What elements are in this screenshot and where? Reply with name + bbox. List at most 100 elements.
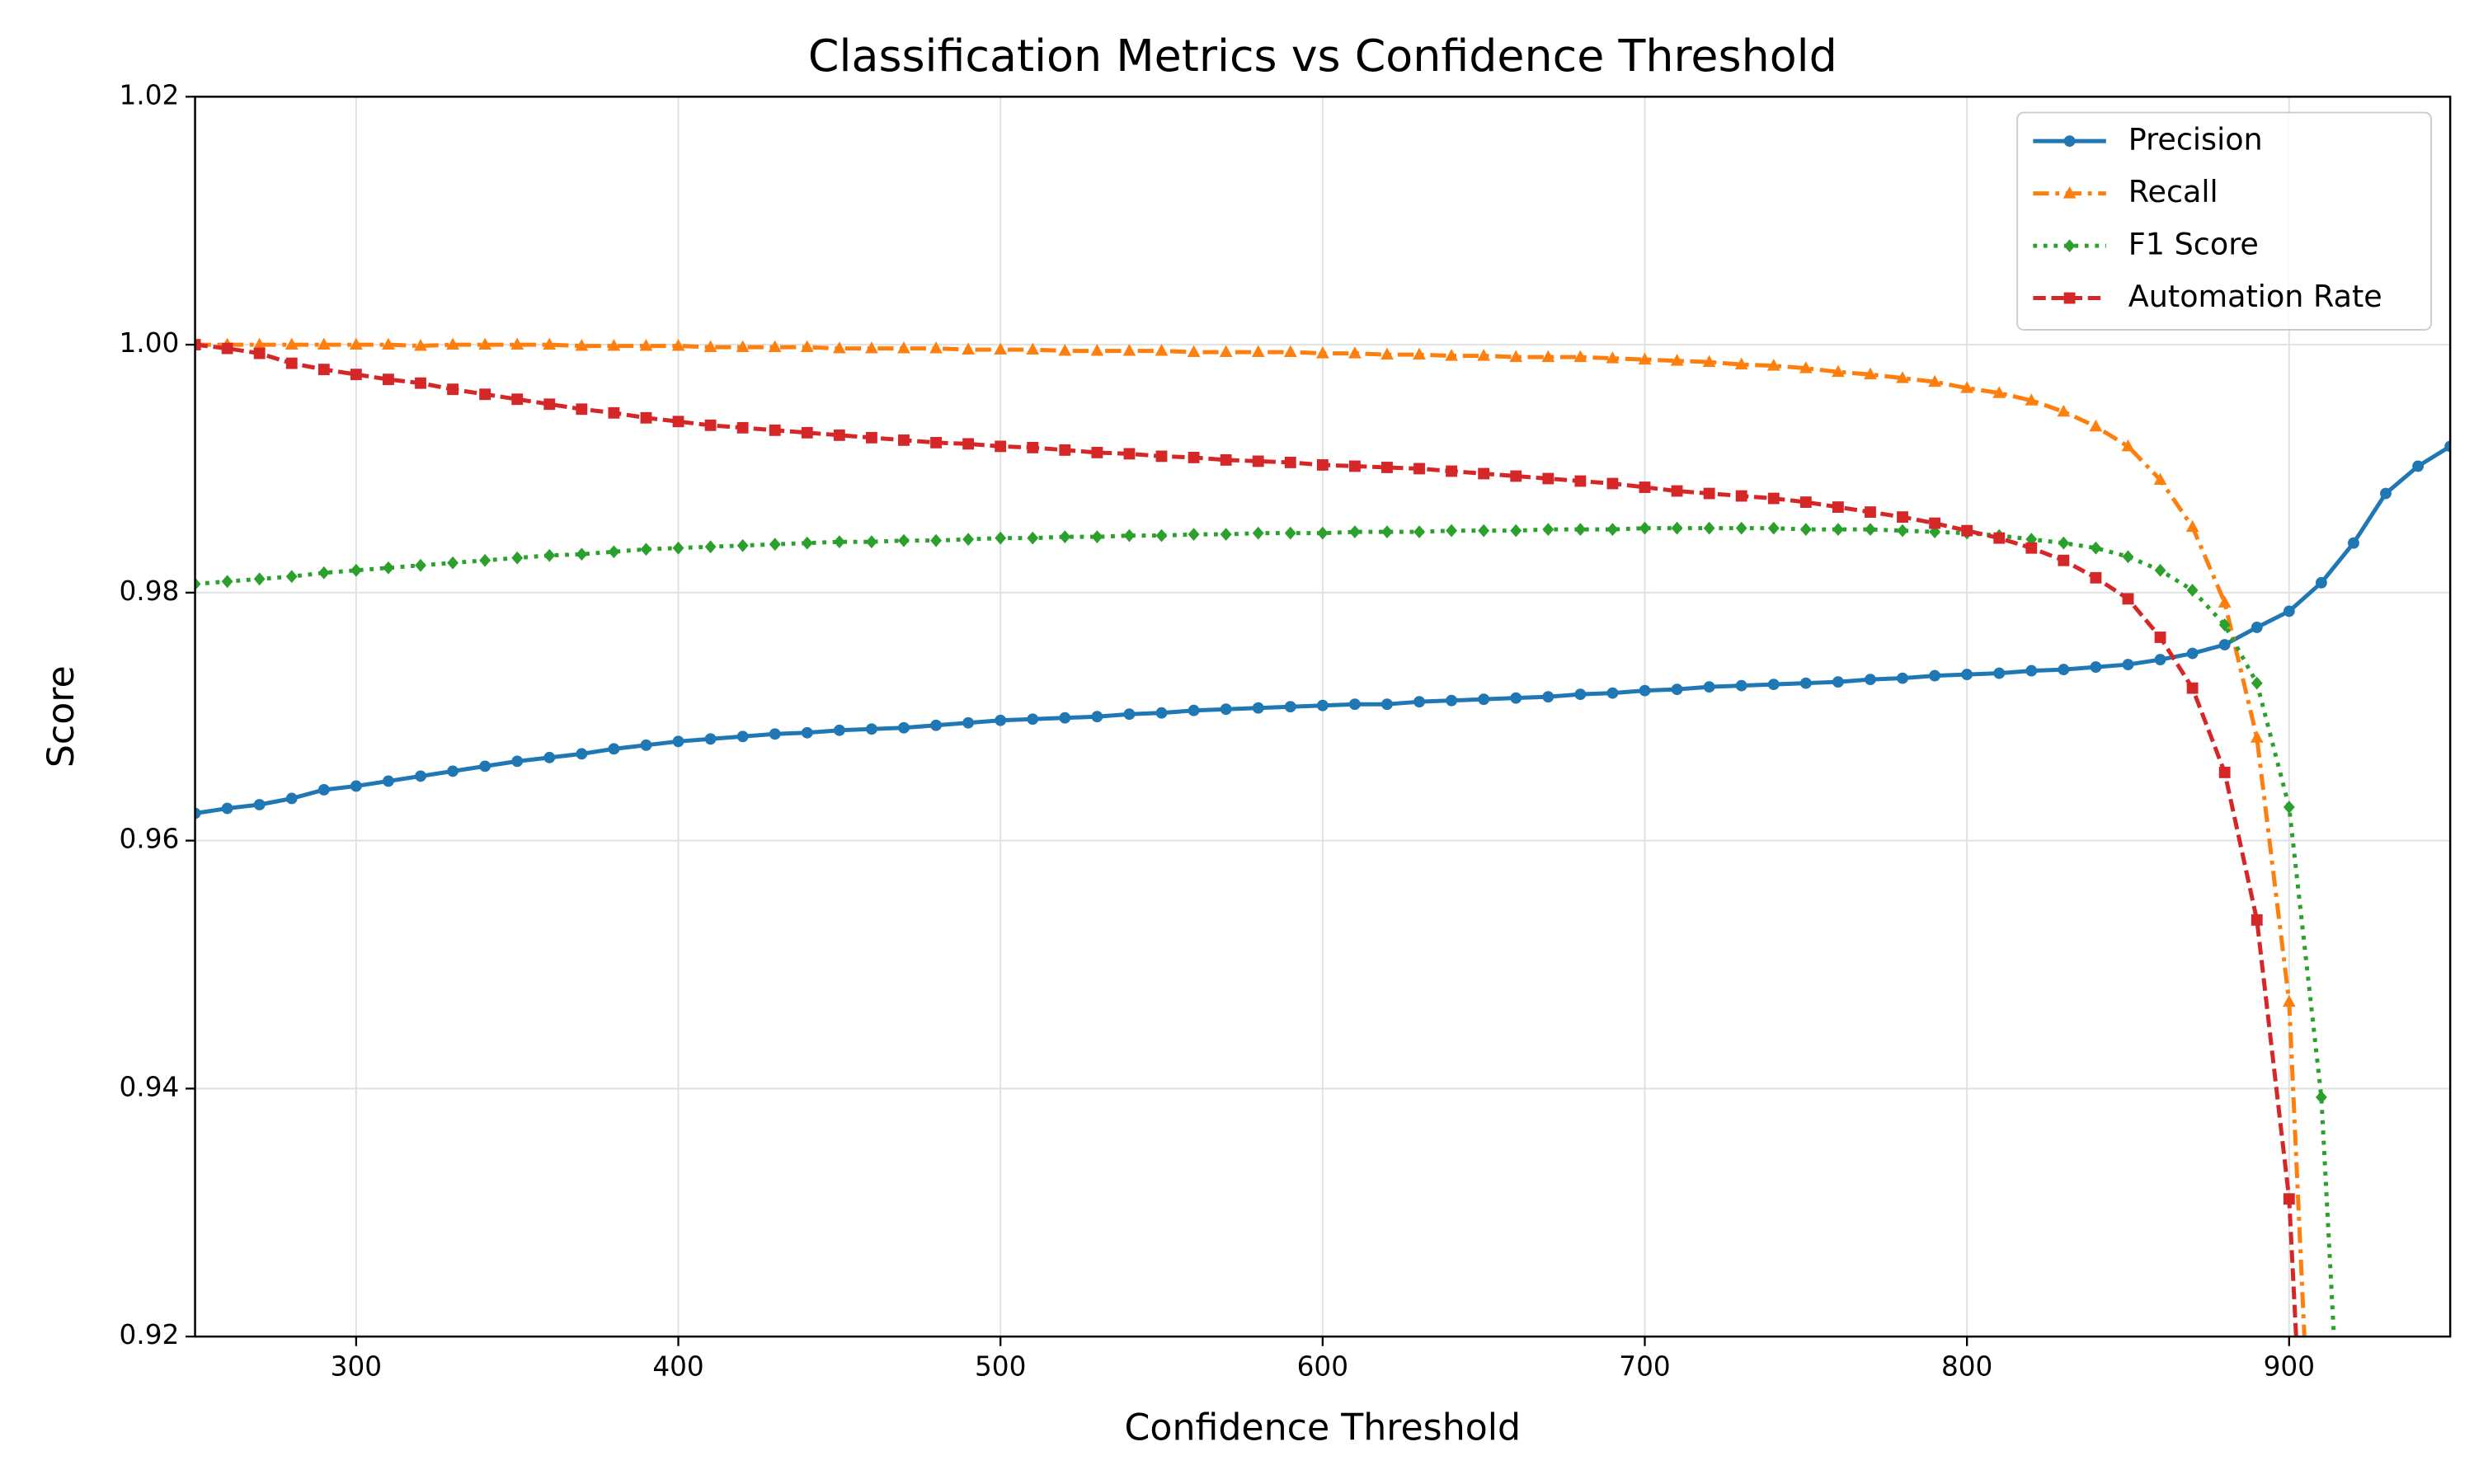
point	[1316, 459, 1329, 471]
point	[994, 342, 1008, 355]
point	[1381, 525, 1393, 539]
point	[1155, 344, 1169, 356]
point	[2282, 994, 2296, 1007]
point	[317, 337, 331, 350]
x-tick-label: 300	[331, 1351, 382, 1383]
point	[995, 714, 1007, 726]
point	[1348, 698, 1361, 711]
point	[1671, 485, 1683, 497]
point	[1929, 517, 1941, 529]
point	[1638, 352, 1652, 365]
point	[1606, 687, 1619, 699]
point	[576, 748, 588, 760]
point	[1574, 475, 1587, 487]
y-tick-label: 0.98	[120, 575, 180, 607]
point	[833, 535, 845, 549]
point	[2025, 542, 2038, 554]
point	[1896, 371, 1909, 383]
point	[221, 342, 233, 355]
point	[2186, 583, 2199, 597]
point	[2283, 801, 2295, 814]
point	[285, 357, 298, 369]
point	[801, 726, 813, 739]
point	[2315, 1091, 2327, 1104]
point	[2251, 622, 2263, 633]
point	[1478, 693, 1490, 706]
point	[1799, 496, 1812, 508]
point	[608, 545, 620, 559]
point	[195, 807, 201, 819]
point	[317, 784, 330, 796]
point	[511, 551, 524, 565]
point	[2063, 292, 2076, 304]
point	[1155, 450, 1168, 463]
point	[1122, 344, 1136, 356]
legend-label: Recall	[2128, 174, 2218, 209]
point	[768, 340, 782, 353]
point	[1639, 521, 1651, 535]
y-tick-label: 0.94	[120, 1071, 180, 1102]
point	[1188, 704, 1200, 716]
point	[1734, 357, 1748, 370]
point	[1381, 462, 1393, 473]
point	[543, 751, 556, 763]
point	[736, 730, 749, 743]
point	[2153, 472, 2167, 485]
point	[866, 535, 877, 549]
point	[672, 541, 684, 555]
point	[2315, 576, 2327, 589]
point	[801, 536, 813, 550]
point	[1059, 711, 1071, 724]
point	[1123, 708, 1136, 721]
point	[2154, 654, 2166, 665]
x-tick-label: 900	[2264, 1351, 2315, 1383]
point	[608, 406, 620, 419]
point	[1446, 524, 1458, 538]
point	[1799, 677, 1812, 689]
point	[447, 556, 459, 570]
point	[1671, 683, 1683, 696]
point	[2090, 571, 2102, 584]
point	[672, 735, 684, 748]
point	[704, 419, 717, 431]
point	[1413, 696, 1425, 708]
point	[962, 438, 975, 450]
y-tick-label: 1.02	[120, 79, 180, 110]
point	[1251, 345, 1265, 358]
point	[479, 388, 492, 401]
point	[995, 531, 1007, 545]
point	[1897, 672, 1908, 684]
point	[703, 340, 717, 353]
x-tick-label: 400	[652, 1351, 703, 1383]
point	[2025, 393, 2039, 406]
point	[930, 436, 942, 448]
point	[1283, 345, 1297, 358]
point	[285, 570, 298, 584]
point	[1703, 487, 1715, 500]
point	[1446, 694, 1458, 707]
point	[832, 341, 846, 354]
x-tick-label: 500	[975, 1351, 1026, 1383]
point	[1767, 492, 1780, 505]
point	[2025, 665, 2038, 677]
point	[1735, 490, 1747, 502]
point	[2444, 440, 2451, 453]
point	[1413, 347, 1426, 360]
point	[1446, 465, 1458, 477]
point	[253, 572, 266, 586]
point	[1992, 386, 2006, 398]
point	[447, 383, 459, 396]
point	[253, 347, 266, 359]
point	[1155, 707, 1168, 719]
point	[285, 337, 299, 350]
point	[1059, 530, 1071, 544]
point	[995, 440, 1007, 453]
point	[1316, 526, 1329, 540]
point	[2154, 632, 2166, 643]
point	[543, 548, 556, 562]
point	[1993, 667, 2006, 679]
point	[1766, 359, 1780, 371]
point	[1573, 350, 1587, 363]
point	[1026, 342, 1040, 355]
